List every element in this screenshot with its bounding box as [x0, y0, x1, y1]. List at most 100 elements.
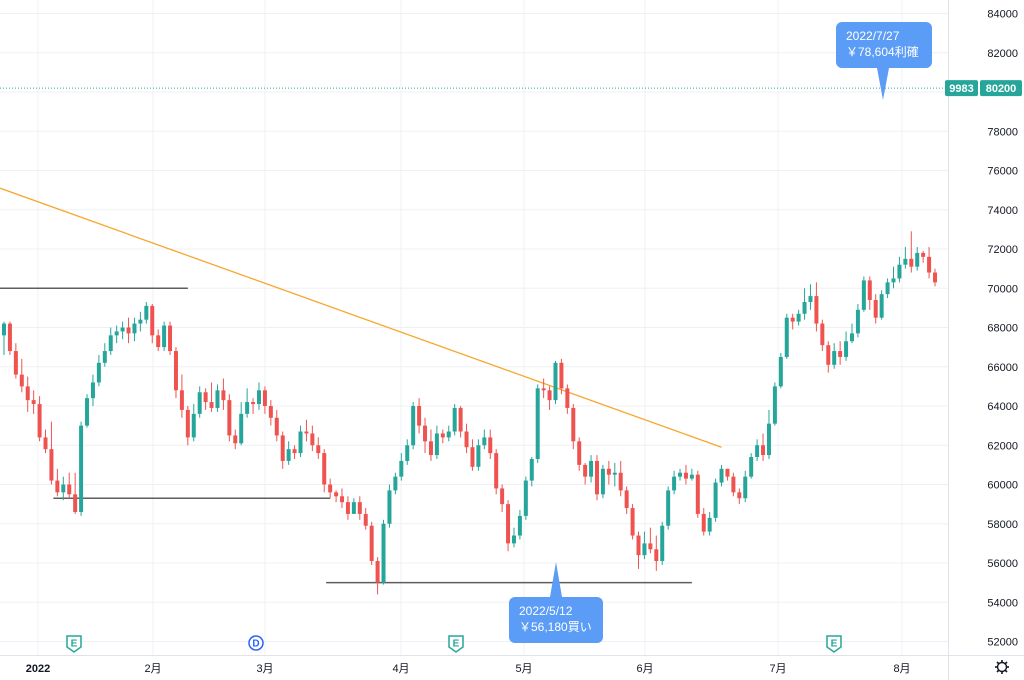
last-price-badge-label: 80200 [986, 83, 1017, 95]
event-marker-e-icon[interactable]: E [448, 635, 464, 653]
candle-body [606, 468, 611, 475]
candle-body [464, 431, 469, 448]
candle-body [440, 433, 445, 438]
candle-body [423, 425, 428, 442]
candle-body [826, 345, 831, 365]
candle [761, 433, 766, 461]
candle [179, 374, 184, 418]
candle-body [778, 356, 783, 387]
candle-body [417, 406, 422, 426]
candle-body [494, 453, 499, 489]
candle-body [251, 402, 256, 405]
candle-body [7, 323, 12, 352]
candle-body [873, 300, 878, 318]
candle-body [138, 319, 143, 324]
candle-body [67, 484, 72, 495]
candle-body [90, 382, 95, 399]
candle-body [761, 445, 766, 456]
candle-body [102, 351, 107, 363]
candle-body [648, 543, 653, 550]
candle-body [933, 272, 938, 283]
event-marker-e-icon[interactable]: E [66, 635, 82, 653]
candle-body [233, 435, 238, 444]
candle [654, 535, 659, 571]
candle [535, 384, 540, 463]
x-tick-label: 2月 [144, 663, 161, 675]
candle-body [387, 490, 392, 524]
candle-body [666, 490, 671, 526]
y-tick-label: 74000 [987, 205, 1018, 217]
candle-body [689, 474, 694, 479]
candle-body [274, 417, 279, 436]
candle [897, 256, 902, 283]
candle [428, 429, 433, 461]
candle-body [642, 543, 647, 556]
candle-body [393, 476, 398, 491]
candle-body [203, 392, 208, 403]
y-tick-label: 64000 [987, 401, 1018, 413]
settings-gear-icon[interactable] [995, 660, 1009, 674]
candle [802, 288, 807, 320]
candle [784, 313, 789, 359]
candle [618, 460, 623, 497]
trendline [0, 187, 722, 448]
candle [150, 303, 155, 344]
candle [310, 425, 315, 452]
candle-body [559, 362, 564, 389]
candle-body [885, 282, 890, 295]
candle [921, 250, 926, 263]
x-tick-label: 5月 [515, 663, 532, 675]
candle-body [108, 335, 113, 352]
y-tick-label: 76000 [987, 166, 1018, 178]
candle-body [547, 390, 552, 401]
candle [274, 409, 279, 442]
candle [672, 470, 677, 495]
candle [749, 453, 754, 479]
candle [595, 455, 599, 501]
candle-body [618, 472, 623, 491]
candle [7, 321, 12, 355]
last-price-badge [980, 80, 1022, 97]
candle [251, 398, 256, 414]
y-tick-label: 52000 [987, 637, 1018, 649]
candle-body [719, 468, 724, 483]
candle [156, 329, 161, 352]
candle [820, 319, 825, 352]
event-marker-e-icon[interactable]: E [826, 635, 842, 653]
price-axis[interactable]: 52000 54000 56000 58000 60000 62000 64000 66000… [945, 0, 1022, 680]
candle [322, 449, 327, 493]
candle [49, 421, 54, 485]
time-axis[interactable]: 2022 2月 3月 4月 5月 6月 7月 8月 [0, 655, 1024, 676]
candle [334, 490, 339, 503]
candle [411, 402, 416, 450]
candle [660, 521, 665, 565]
event-marker-d-icon[interactable]: D [248, 635, 264, 651]
candlestick-series [2, 231, 938, 595]
candle-body [310, 433, 315, 446]
candle [108, 327, 113, 355]
candle [209, 382, 214, 412]
y-tick-label: 62000 [987, 440, 1018, 452]
candle [393, 472, 398, 495]
candle-body [517, 515, 522, 536]
candle-body [256, 390, 261, 405]
candle-body [458, 407, 463, 432]
candle-body [553, 362, 558, 401]
candle-body [215, 390, 220, 408]
candle [719, 464, 724, 487]
candle-body [725, 468, 730, 477]
candle-body [452, 407, 457, 432]
candle-body [126, 327, 131, 334]
candle-body [595, 460, 599, 495]
candle-body [861, 280, 866, 310]
candle [553, 360, 558, 405]
candle-body [351, 502, 356, 514]
candle-body [49, 449, 54, 481]
candle [488, 429, 493, 459]
candle [517, 510, 522, 540]
candle-body [304, 431, 309, 434]
candle-body [506, 504, 511, 544]
candle-body [879, 294, 884, 318]
candle-body [179, 390, 184, 410]
